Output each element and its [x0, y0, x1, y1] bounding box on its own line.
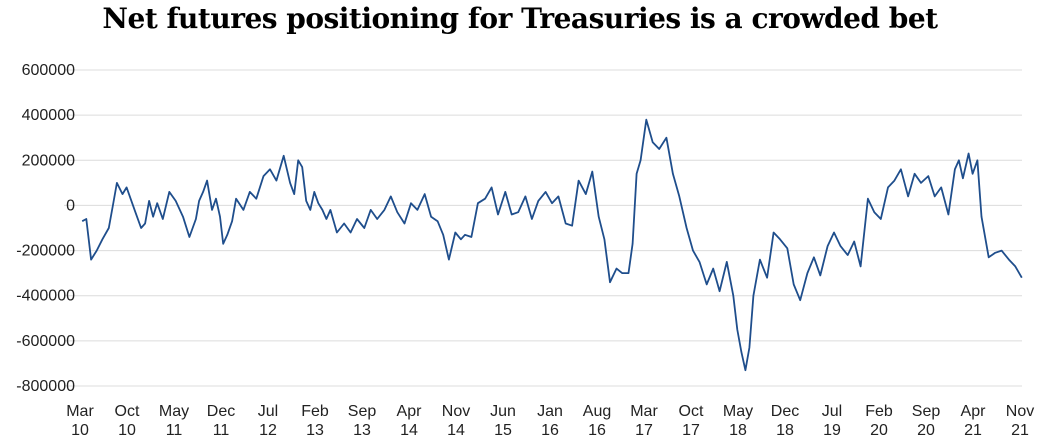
x-tick-label-year: 21	[1011, 422, 1029, 437]
x-tick-label-year: 17	[635, 422, 653, 437]
x-tick-label: Mar	[630, 403, 658, 420]
x-tick-label: Sep	[348, 403, 377, 420]
x-tick-label: Jul	[822, 403, 842, 420]
chart-title: Net futures positioning for Treasuries i…	[102, 2, 938, 35]
x-tick-label: Oct	[679, 403, 704, 420]
x-tick-label-year: 11	[166, 422, 183, 437]
x-tick-label: Nov	[1006, 403, 1034, 420]
x-tick-label-year: 10	[118, 422, 136, 437]
x-tick-label-year: 17	[682, 422, 700, 437]
y-tick-label: -600000	[16, 333, 75, 350]
x-tick-label: Apr	[397, 403, 423, 420]
x-tick-label: May	[159, 403, 189, 420]
x-tick-label-year: 20	[870, 422, 888, 437]
x-tick-label-year: 14	[400, 422, 418, 437]
x-tick-label: Jan	[537, 403, 563, 420]
x-tick-label-year: 18	[776, 422, 794, 437]
x-tick-label-year: 14	[447, 422, 465, 437]
x-tick-label-year: 13	[306, 422, 324, 437]
x-tick-label: Aug	[583, 403, 611, 420]
x-tick-label: Feb	[865, 403, 893, 420]
x-tick-label-year: 16	[588, 422, 606, 437]
x-tick-label-year: 11	[213, 422, 230, 437]
x-tick-label: Mar	[66, 403, 94, 420]
x-tick-label-year: 12	[259, 422, 277, 437]
x-tick-label: Nov	[442, 403, 470, 420]
x-tick-label: Apr	[961, 403, 987, 420]
y-tick-label: 0	[66, 197, 75, 214]
y-tick-label: -800000	[16, 378, 75, 395]
y-tick-label: 600000	[22, 62, 75, 79]
x-tick-label: Sep	[912, 403, 941, 420]
x-tick-label: May	[723, 403, 753, 420]
x-tick-label-year: 15	[494, 422, 512, 437]
x-tick-label-year: 10	[71, 422, 89, 437]
x-tick-label: Jul	[258, 403, 278, 420]
x-tick-label-year: 16	[541, 422, 559, 437]
x-tick-label: Dec	[207, 403, 235, 420]
x-tick-label-year: 20	[917, 422, 935, 437]
y-tick-label: -200000	[16, 243, 75, 260]
y-tick-label: 400000	[22, 107, 75, 124]
x-tick-label: Feb	[301, 403, 329, 420]
series-line	[81, 118, 1023, 372]
x-tick-label: Dec	[771, 403, 799, 420]
x-tick-label-year: 13	[353, 422, 371, 437]
y-tick-label: -400000	[16, 288, 75, 305]
x-tick-label-year: 21	[964, 422, 982, 437]
x-tick-label-year: 18	[729, 422, 747, 437]
x-tick-label: Jun	[490, 403, 516, 420]
y-tick-label: 200000	[22, 152, 75, 169]
x-tick-label: Oct	[115, 403, 140, 420]
x-tick-label-year: 19	[823, 422, 841, 437]
